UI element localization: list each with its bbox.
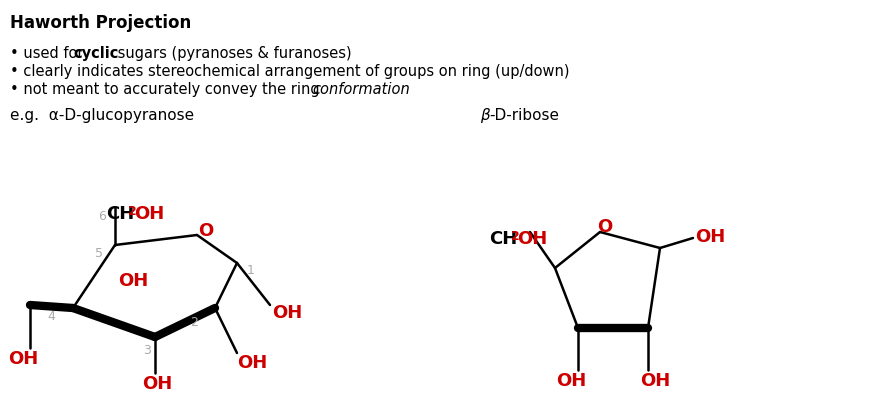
Text: OH: OH: [640, 372, 669, 390]
Text: OH: OH: [8, 350, 38, 368]
Text: e.g.  α-D-glucopyranose: e.g. α-D-glucopyranose: [10, 108, 194, 123]
Text: 5: 5: [95, 247, 103, 260]
Text: 4: 4: [47, 310, 55, 323]
Text: 2: 2: [510, 230, 519, 243]
Text: OH: OH: [236, 354, 267, 372]
Text: conformation: conformation: [312, 82, 409, 97]
Text: CH: CH: [488, 230, 517, 248]
Text: • clearly indicates stereochemical arrangement of groups on ring (up/down): • clearly indicates stereochemical arran…: [10, 64, 569, 79]
Text: 3: 3: [143, 344, 150, 357]
Text: OH: OH: [142, 375, 172, 393]
Text: sugars (pyranoses & furanoses): sugars (pyranoses & furanoses): [113, 46, 351, 61]
Text: O: O: [596, 218, 612, 236]
Text: OH: OH: [516, 230, 547, 248]
Text: 2: 2: [189, 316, 197, 329]
Text: 2: 2: [128, 205, 136, 218]
Text: • used for: • used for: [10, 46, 88, 61]
Text: 1: 1: [247, 264, 255, 277]
Text: CH: CH: [106, 205, 134, 223]
Text: cyclic: cyclic: [73, 46, 118, 61]
Text: Haworth Projection: Haworth Projection: [10, 14, 191, 32]
Text: 6: 6: [98, 210, 106, 223]
Text: OH: OH: [118, 272, 148, 290]
Text: OH: OH: [134, 205, 164, 223]
Text: -D-ribose: -D-ribose: [488, 108, 559, 123]
Text: O: O: [198, 222, 213, 240]
Text: • not meant to accurately convey the ring: • not meant to accurately convey the rin…: [10, 82, 324, 97]
Text: β: β: [480, 108, 489, 123]
Text: OH: OH: [555, 372, 586, 390]
Text: OH: OH: [272, 304, 302, 322]
Text: OH: OH: [694, 228, 725, 246]
